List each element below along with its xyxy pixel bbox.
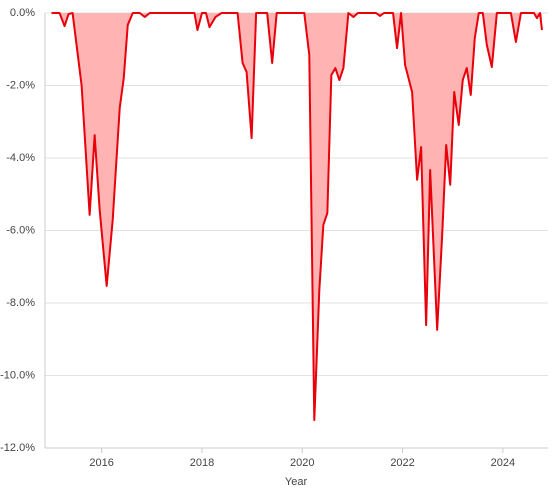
x-tick-label: 2018 — [190, 457, 214, 469]
x-tick-label: 2024 — [491, 457, 515, 469]
x-tick-label: 2016 — [89, 457, 113, 469]
y-tick-label: -4.0% — [6, 152, 35, 164]
y-tick-label: -2.0% — [6, 79, 35, 91]
y-tick-label: -8.0% — [6, 297, 35, 309]
area — [51, 13, 542, 421]
y-tick-label: -12.0% — [0, 442, 35, 454]
line — [51, 12, 543, 422]
x-tick-label: 2022 — [390, 457, 414, 469]
y-tick-label: -6.0% — [6, 224, 35, 236]
x-axis-label: Year — [285, 476, 308, 488]
y-tick-label: -10.0% — [0, 369, 35, 381]
y-tick-label: 0.0% — [10, 7, 35, 19]
x-tick-label: 2020 — [290, 457, 314, 469]
